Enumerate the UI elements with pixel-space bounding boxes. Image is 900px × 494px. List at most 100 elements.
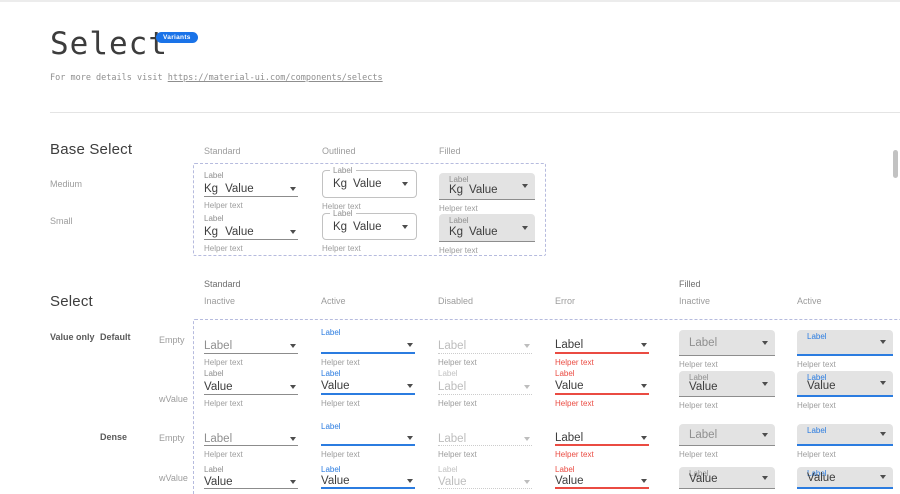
select-control[interactable]: Value <box>204 475 298 489</box>
caret-down-icon <box>524 436 530 441</box>
select-control[interactable]: Label <box>204 432 298 446</box>
helper-text: Helper text <box>322 202 361 211</box>
select-control[interactable]: Value <box>321 379 415 395</box>
select-control[interactable]: Value <box>438 475 532 489</box>
select-control[interactable]: Label <box>438 432 532 446</box>
caret-down-icon <box>402 224 408 229</box>
select-label <box>555 328 649 338</box>
select-control[interactable]: Label Value Kg <box>439 214 535 242</box>
select-control[interactable]: Label Value <box>679 467 775 489</box>
helper-text: Helper text <box>438 450 477 459</box>
standard-select: Label Kg Value Helper text <box>204 214 298 253</box>
helper-text: Helper text <box>797 360 836 369</box>
select-control[interactable]: Kg Value <box>204 224 298 240</box>
row-label-medium: Medium <box>50 179 83 189</box>
select-control[interactable] <box>321 338 415 354</box>
select-control[interactable]: Label <box>679 330 775 356</box>
select-control[interactable]: Label Value <box>797 467 893 489</box>
helper-text: Helper text <box>438 358 477 367</box>
select-control[interactable]: Label <box>797 424 893 446</box>
select-value: Value <box>204 475 233 488</box>
caret-down-icon <box>407 436 413 440</box>
helper-text: Helper text <box>797 401 836 410</box>
select-control[interactable]: Label <box>438 379 532 395</box>
select-control[interactable]: Label <box>679 424 775 446</box>
helper-text: Helper text <box>204 244 243 253</box>
select-control[interactable]: Label Kg Value <box>322 166 417 198</box>
select-control[interactable]: Label <box>204 338 298 354</box>
select-control[interactable]: Kg Value <box>204 181 298 197</box>
select-control[interactable]: Value <box>204 379 298 395</box>
row-label-3: wValue <box>159 473 188 483</box>
select-value: Label <box>555 432 584 444</box>
select-label: Label <box>689 469 709 478</box>
caret-down-icon <box>762 381 768 386</box>
filled-select: Label Helper text <box>797 330 893 369</box>
select-label: Label <box>449 175 469 184</box>
select-label: Label <box>204 214 224 223</box>
select-control[interactable]: Label <box>797 330 893 356</box>
helper-text: Helper text <box>321 399 360 408</box>
select-value: Value <box>689 473 718 485</box>
divider <box>50 112 900 113</box>
filled-select: Label Value Kg Helper text <box>439 214 535 255</box>
filled-select: Label Helper text <box>797 424 893 459</box>
caret-down-icon <box>762 475 768 480</box>
select-control[interactable]: Label Value <box>797 371 893 397</box>
select-value: Value <box>438 475 467 488</box>
select-control[interactable]: Label <box>555 338 649 354</box>
standard-select: Label Helper text <box>204 328 298 367</box>
select-label: Label <box>689 373 709 382</box>
select-label: Label <box>807 426 827 435</box>
select-control[interactable]: Label <box>438 338 532 354</box>
variants-badge: Variants <box>156 32 198 43</box>
select-control[interactable]: Label Kg Value <box>322 209 417 240</box>
select-value: Value <box>321 380 350 392</box>
section-heading-select: Select <box>50 293 93 310</box>
select-control[interactable] <box>321 432 415 446</box>
select-control[interactable]: Value <box>321 475 415 489</box>
caret-down-icon <box>290 343 296 348</box>
select-adornment: Kg <box>333 220 348 233</box>
caret-down-icon <box>402 182 408 186</box>
select-label: Label <box>321 465 341 474</box>
select-label: Label <box>438 465 458 474</box>
row-label-small: Small <box>50 216 73 226</box>
select-adornment: Kg <box>204 182 219 195</box>
select-value: Value <box>204 380 233 393</box>
select-control[interactable]: Value <box>555 475 649 489</box>
helper-text: Helper text <box>204 201 243 210</box>
standard-select: Label Helper text <box>321 328 415 367</box>
select-dashed-frame <box>193 319 900 494</box>
caret-down-icon <box>641 479 647 483</box>
column-header-inactive-0: Inactive <box>204 296 236 306</box>
select-control[interactable]: Label Value <box>679 371 775 397</box>
caret-down-icon <box>407 343 413 347</box>
filled-select: Label Helper text <box>679 330 775 369</box>
select-control[interactable]: Label Value Kg <box>439 173 535 200</box>
select-label: Label <box>204 171 224 180</box>
docs-link[interactable]: https://material-ui.com/components/selec… <box>167 73 383 83</box>
caret-down-icon <box>641 436 647 440</box>
select-control[interactable]: Value <box>555 379 649 395</box>
column-header-active-5: Active <box>797 296 822 306</box>
caret-down-icon <box>762 432 768 437</box>
density-label-default: Default <box>100 332 131 342</box>
select-value: Label <box>689 428 718 441</box>
select-control[interactable]: Label <box>555 432 649 446</box>
helper-text: Helper text <box>204 399 243 408</box>
scrollbar-thumb[interactable] <box>893 150 898 178</box>
caret-down-icon <box>522 225 528 230</box>
select-value: Label <box>438 380 467 393</box>
select-adornment: Kg <box>333 178 348 190</box>
caret-down-icon <box>290 186 296 191</box>
select-value: Label <box>204 432 233 445</box>
standard-select: Label Label Helper text <box>438 369 532 408</box>
